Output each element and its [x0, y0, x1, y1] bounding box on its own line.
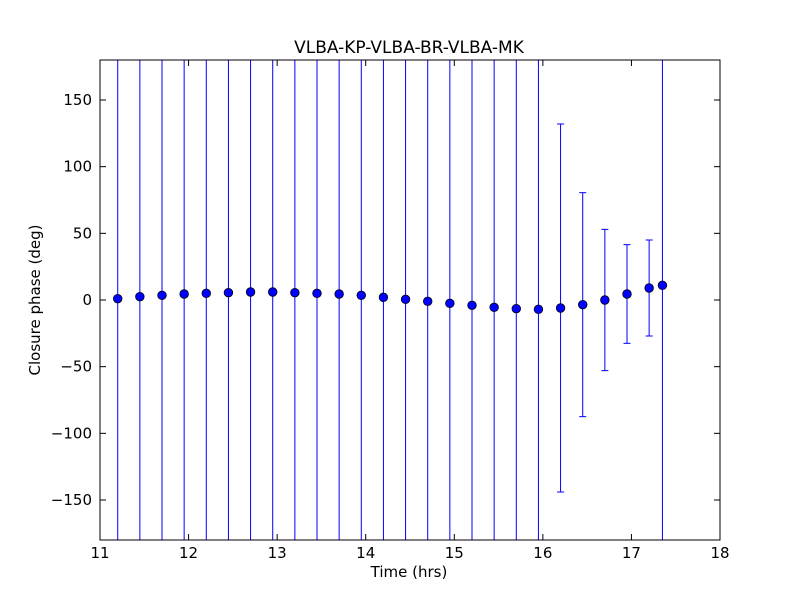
data-point	[423, 296, 433, 307]
x-tick-label: 12	[179, 544, 198, 562]
data-point	[201, 288, 211, 299]
y-tick-label: 50	[73, 224, 92, 242]
data-point	[622, 289, 632, 299]
plot-content	[113, 60, 668, 540]
axis-ticks: 11 12 13 14 15 16 17 18 −150 −100 −50 0 50 100 150	[51, 60, 730, 562]
data-point	[533, 304, 544, 315]
y-tick-label: 150	[63, 91, 92, 109]
y-axis-label: Closure phase (deg)	[26, 225, 44, 376]
data-point	[467, 300, 477, 311]
x-tick-label: 15	[445, 544, 464, 562]
plot-frame	[99, 59, 721, 541]
data-point	[334, 289, 344, 299]
y-tick-label: −100	[51, 424, 92, 442]
chart-title: VLBA-KP-VLBA-BR-VLBA-MK	[294, 38, 525, 58]
x-tick-label: 13	[268, 544, 287, 562]
data-point	[378, 292, 389, 303]
data-point	[644, 283, 654, 293]
data-point	[489, 302, 499, 313]
data-point	[290, 287, 300, 298]
data-point	[657, 280, 668, 291]
data-point	[113, 293, 123, 304]
y-tick-label: −50	[60, 358, 92, 376]
x-tick-label: 14	[356, 544, 375, 562]
data-point	[445, 298, 455, 309]
data-point	[400, 294, 411, 305]
y-tick-label: −150	[51, 491, 92, 509]
data-point	[555, 303, 566, 313]
x-axis-label: Time (hrs)	[370, 563, 448, 581]
data-point	[245, 287, 256, 297]
y-tick-label: 0	[82, 291, 92, 309]
x-tick-label: 18	[710, 544, 729, 562]
data-point	[312, 288, 322, 299]
data-point	[600, 295, 610, 305]
x-tick-label: 11	[90, 544, 109, 562]
data-point	[157, 290, 167, 301]
data-point	[578, 299, 588, 310]
data-point	[356, 290, 366, 301]
y-tick-label: 100	[63, 158, 92, 176]
data-point	[135, 291, 145, 302]
data-point	[179, 289, 189, 299]
x-tick-label: 16	[533, 544, 552, 562]
data-point	[268, 287, 278, 297]
data-point	[223, 287, 234, 298]
x-tick-label: 17	[622, 544, 641, 562]
data-point	[511, 303, 521, 314]
